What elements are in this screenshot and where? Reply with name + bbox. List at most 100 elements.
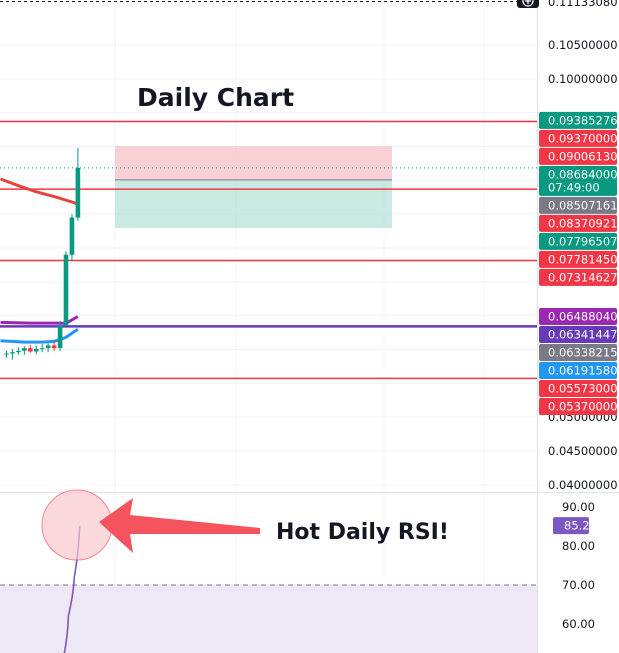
candle-body — [75, 167, 81, 218]
price-tag-label: 0.06341447 — [548, 327, 618, 341]
stop-loss-zone — [115, 146, 392, 180]
price-tag-label: 0.09006130 — [548, 149, 618, 163]
take-profit-zone — [115, 179, 392, 228]
candle — [10, 348, 15, 360]
rsi-value-tag-bg — [553, 517, 589, 535]
candle — [4, 350, 9, 358]
candlesticks — [4, 147, 81, 360]
price-tag: 0.08370921 — [539, 214, 618, 232]
price-tick-label: 0.04500000 — [548, 444, 618, 458]
price-tick-label: 0.10500000 — [548, 38, 618, 52]
price-tag-countdown: 07:49:00 — [548, 180, 600, 194]
price-tag-label: 0.06488040 — [548, 309, 618, 323]
price-tag: 0.09006130 — [539, 147, 618, 165]
price-tick-label: 0.04000000 — [548, 478, 618, 492]
price-tag-bg — [539, 343, 617, 361]
candle — [22, 346, 27, 355]
price-tag-bg — [539, 361, 617, 379]
candle-body — [69, 217, 75, 255]
position-tool[interactable] — [115, 146, 392, 228]
horizontal-levels[interactable] — [0, 120, 537, 380]
price-tag: 0.05370000 — [539, 397, 618, 415]
rsi-tick-label: 90.00 — [562, 500, 595, 514]
candle — [33, 346, 39, 355]
candle-body — [22, 348, 27, 351]
price-tag: 0.06488040 — [539, 307, 618, 325]
price-tag-label: 0.07781450 — [548, 252, 618, 266]
candle-body — [51, 345, 57, 349]
price-tag-bg — [539, 214, 617, 232]
price-tag-label: 0.08507161 — [548, 198, 618, 212]
rsi-tick-label: 70.00 — [562, 578, 595, 592]
price-tag-bg — [539, 111, 617, 129]
rsi-tick-label: 80.00 — [562, 539, 595, 553]
rsi-tick-label: 60.00 — [562, 617, 595, 631]
candle — [69, 214, 75, 262]
price-tag-bg — [539, 379, 617, 397]
candle-body — [33, 348, 39, 352]
price-tag-bg — [539, 129, 617, 147]
candle — [51, 341, 57, 351]
price-tag-bg — [539, 268, 617, 286]
rsi-value-tag-label: 85.21 — [564, 519, 597, 533]
price-tag-label: 0.08684000 — [548, 167, 618, 181]
rsi-pane[interactable] — [0, 525, 537, 653]
price-tag: 0.07796507 — [539, 232, 618, 250]
price-tag-label: 0.05573000 — [548, 381, 618, 395]
rsi-annotation — [41, 489, 260, 561]
candle — [28, 344, 33, 353]
candle-body — [10, 352, 15, 354]
candle-body — [45, 345, 51, 349]
candle — [57, 321, 63, 351]
rsi-axis[interactable]: 90.00 80.00 70.00 60.00 85.21 — [553, 500, 597, 631]
price-tag-bg — [539, 397, 617, 415]
price-tag-label: 0.07314627 — [548, 270, 618, 284]
price-tag-bg — [539, 165, 617, 196]
price-tag-bg — [539, 325, 617, 343]
ma-short-line — [0, 328, 79, 344]
price-tag-bg — [539, 147, 617, 165]
price-tag-bg — [539, 307, 617, 325]
rsi-value-tag: 85.21 — [553, 517, 597, 535]
price-tag: 0.06338215 — [539, 343, 618, 361]
candle-body — [28, 348, 33, 352]
price-tag-label: 0.07796507 — [548, 234, 618, 248]
price-tag-label: 0.06191580 — [548, 363, 618, 377]
price-tag-label: 0.06338215 — [548, 345, 618, 359]
price-tags: 0.09385276 0.09370000 0.09006130 0.08684000… — [539, 111, 618, 415]
rsi-band — [0, 585, 537, 653]
ma-long-line — [0, 177, 79, 206]
price-tag-label: 0.05370000 — [548, 399, 618, 413]
price-tag: 0.08507161 — [539, 196, 618, 214]
moving-averages — [0, 177, 79, 344]
price-tag: 0.06191580 — [539, 361, 618, 379]
chart-title: Daily Chart — [137, 83, 294, 112]
price-tag: 0.09385276 — [539, 111, 618, 129]
candle — [39, 344, 45, 353]
pointer-arrow — [99, 498, 260, 553]
price-tag-label: 0.09385276 — [548, 113, 618, 127]
rsi-annotation-text: Hot Daily RSI! — [276, 520, 449, 545]
plus-icon[interactable] — [517, 0, 539, 8]
price-tag: 0.07781450 — [539, 250, 618, 268]
candle — [16, 347, 21, 355]
highlight-circle — [41, 489, 113, 561]
candle — [75, 147, 81, 221]
candle — [63, 251, 69, 328]
price-tag-bg — [539, 196, 617, 214]
candle-body — [57, 325, 63, 349]
candle — [45, 343, 51, 353]
ma-mid-line — [0, 315, 79, 325]
price-tag-bg — [539, 232, 617, 250]
price-tag: 0.07314627 — [539, 268, 618, 286]
candle-body — [63, 254, 69, 326]
price-tag: 0.05573000 — [539, 379, 618, 397]
candle-body — [16, 350, 21, 353]
price-axis-top-label: 0.11133080 — [548, 0, 618, 9]
candle-body — [4, 353, 9, 355]
price-tick-label: 0.10000000 — [548, 72, 618, 86]
candle-body — [39, 348, 45, 350]
price-tag-bg — [539, 250, 617, 268]
